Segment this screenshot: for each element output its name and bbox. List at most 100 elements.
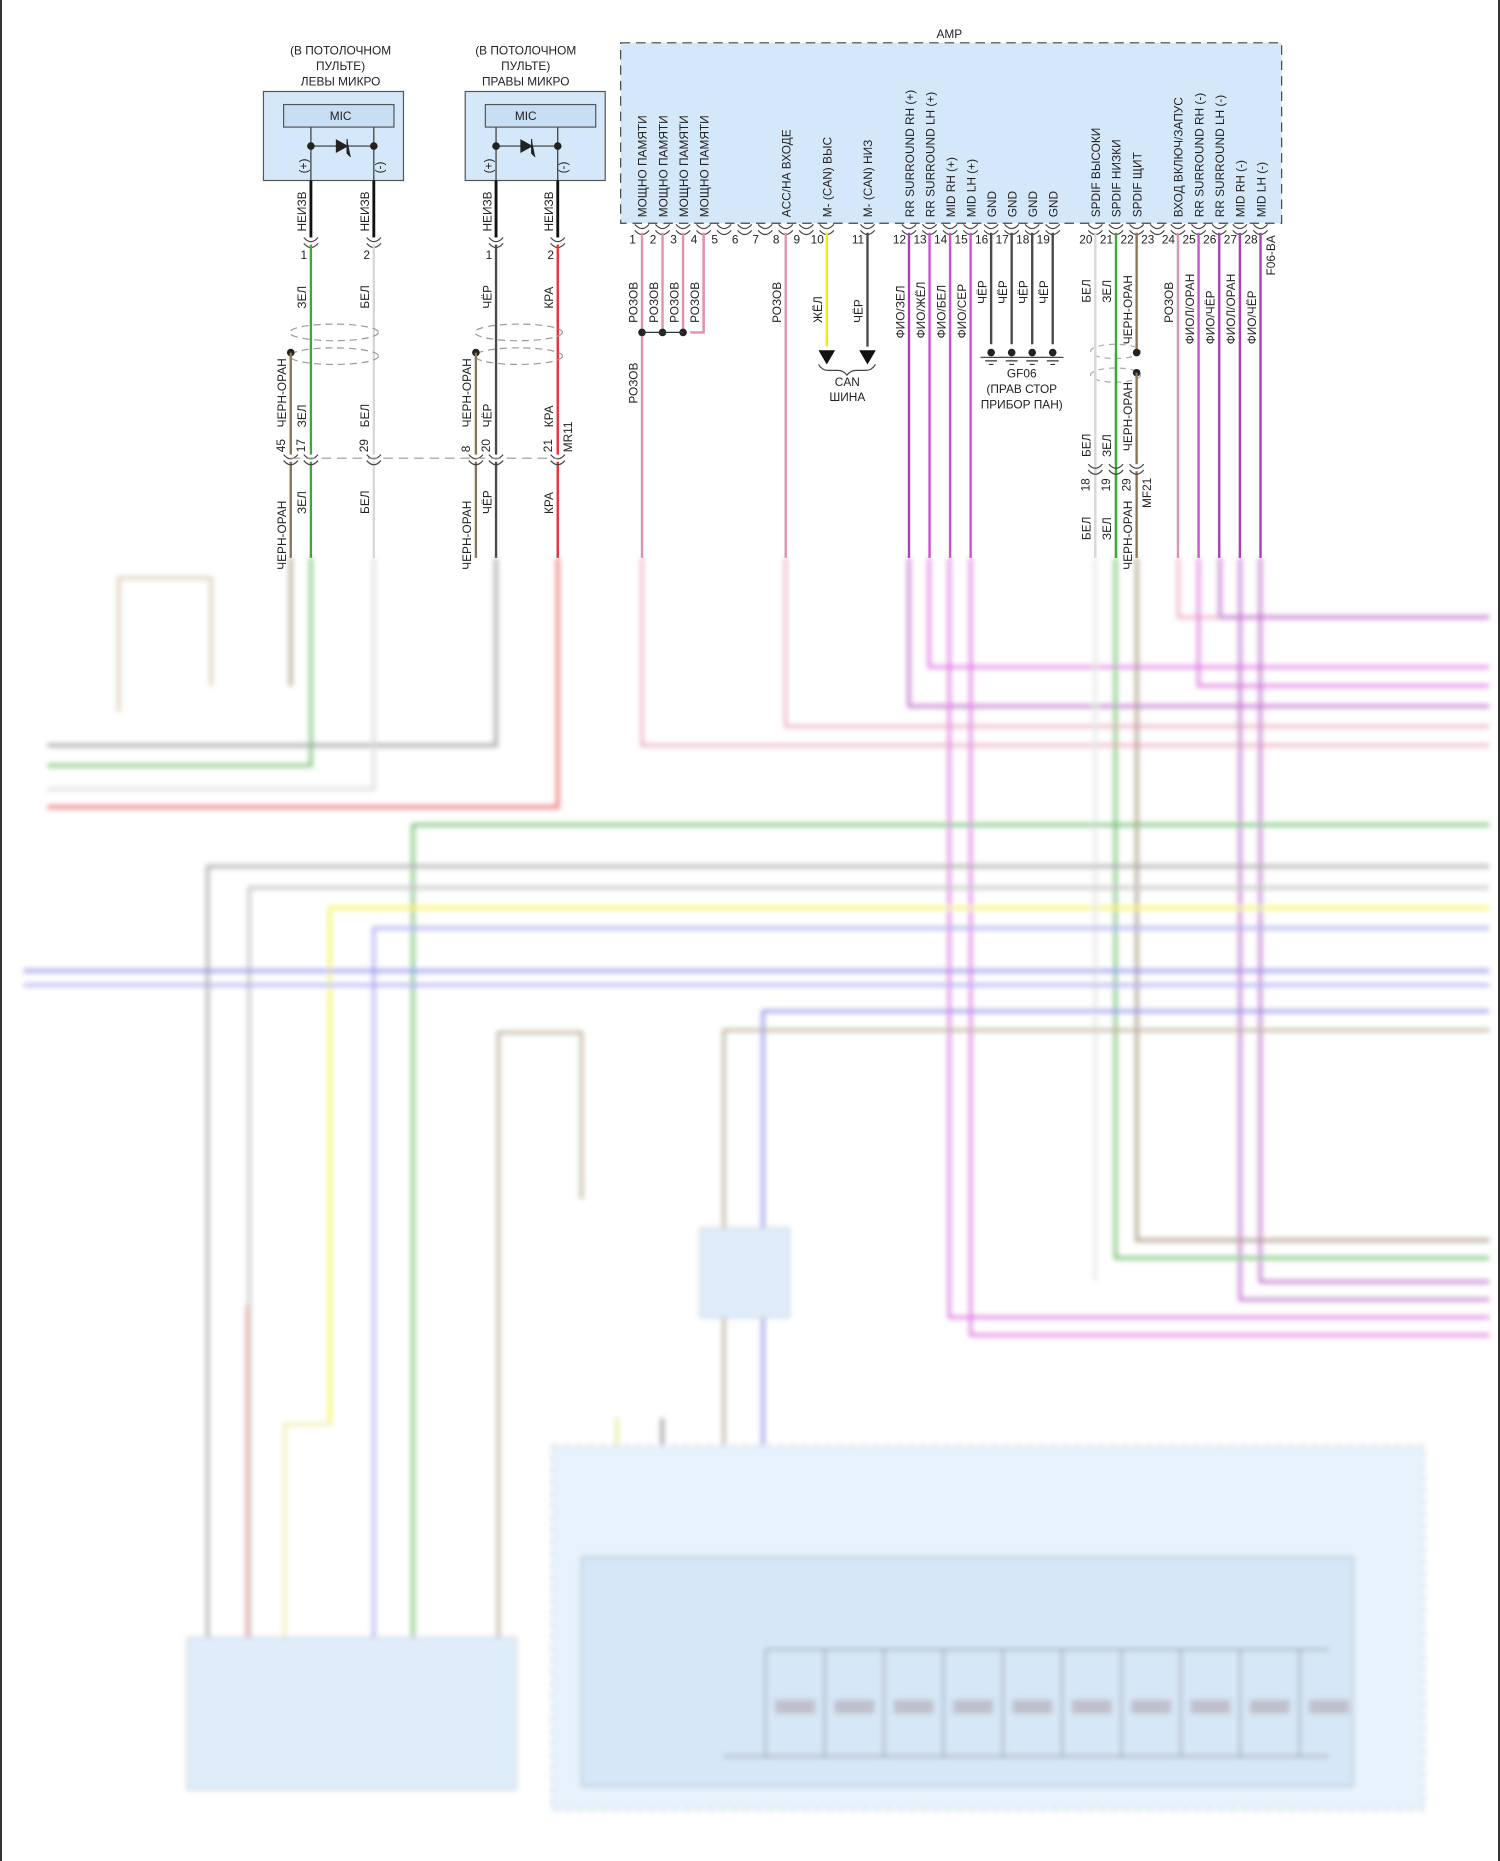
ground-label: (ПРАВ СТОР (986, 382, 1057, 396)
blurred-wire (1176, 557, 1490, 619)
amp-pin-number: 6 (732, 232, 739, 246)
wire-color-label: ЧЁР (1037, 280, 1051, 304)
wire-color-label: РОЗОВ (626, 282, 640, 323)
wire-color-label: ФИО/ЗЕЛ (893, 285, 907, 338)
mic-title: ПРАВЫ МИКРО (482, 75, 569, 89)
amp-pin-number: 20 (1079, 232, 1093, 246)
pin-number: 18 (1078, 478, 1092, 492)
ground-label: GF06 (1007, 366, 1037, 380)
wire-color-label: ФИОЛ/ОРАН (1224, 274, 1238, 345)
blurred-wire (496, 1031, 583, 1757)
amp-pin-number: 1 (629, 232, 636, 246)
amp-pin-number: 21 (1100, 232, 1114, 246)
wire-color-label: ФИОЛ/ОРАН (1183, 274, 1197, 345)
wire-color-label: ЧЕРН-ОРАН (275, 358, 289, 427)
wire-color-label: ЧЁР (480, 404, 494, 428)
amp-pin-number: 9 (793, 232, 800, 246)
wire-color-label: КРА (542, 287, 556, 309)
amp-pin-terminal-icon (1149, 224, 1165, 236)
amp-wire-rose (690, 232, 705, 334)
blurred-wire (1197, 557, 1490, 688)
blurred-switch (1012, 1699, 1053, 1714)
ground-splice-dot (1048, 348, 1057, 357)
blurred-wire (47, 557, 376, 791)
wire-color-label: ЧЕРН-ОРАН (1121, 275, 1135, 344)
amp-pin-number: 15 (955, 232, 969, 246)
amp-pin-number: 14 (934, 232, 948, 246)
amp-pin-function: SPDIF ВЫСОКИ (1089, 128, 1103, 218)
pin-number: 1 (486, 248, 493, 262)
wire-color-label: ЧЁР (480, 490, 494, 514)
amp-pin-function: M- (CAN) НИЗ (861, 140, 875, 218)
wire-color-label: КРА (542, 405, 556, 427)
pin-number: 29 (1120, 478, 1134, 492)
shield-icon (288, 347, 380, 366)
blurred-switch (1130, 1699, 1172, 1714)
connector-terminal-icon (1087, 463, 1103, 475)
wire-color-label: ЧЕРН-ОРАН (1121, 382, 1135, 451)
wire-color-label: РОЗОВ (667, 282, 681, 323)
blurred-wire (784, 557, 1490, 728)
blurred-wire (247, 886, 1490, 1757)
blurred-switch (1190, 1699, 1231, 1714)
amp-pin-number: 12 (893, 232, 906, 246)
amp-pin-function: МОЩНО ПАМЯТИ (636, 115, 650, 217)
blurred-switch (774, 1699, 816, 1714)
minus-terminal-label: (-) (372, 161, 386, 173)
mic-title: ЛЕВЫ МИКРО (301, 75, 381, 89)
blurred-switch (1249, 1699, 1290, 1714)
pin-number: 20 (479, 439, 493, 453)
amp-pin-function: RR SURROUND LH (-) (1213, 95, 1227, 218)
amp-pin-function: ACC/НА ВХОДЕ (779, 129, 793, 217)
amp-pin-terminal-icon (737, 224, 753, 236)
amp-pin-number: 11 (852, 232, 865, 246)
wire-color-label: ФИО/ЖЁЛ (914, 282, 928, 339)
wire-color-label: ЧЁР (975, 280, 989, 304)
blurred-switch (834, 1699, 875, 1714)
pin-number: 1 (300, 248, 307, 262)
blurred-switch (1071, 1699, 1112, 1714)
wire-color-label: ЧЁР (480, 285, 494, 309)
mic-element (283, 103, 395, 128)
amp-pin-number: 26 (1203, 232, 1217, 246)
splice-dot (492, 142, 500, 150)
amp-pin-number: 23 (1141, 232, 1155, 246)
amp-pin-number: 25 (1182, 232, 1196, 246)
blurred-module-box (580, 1556, 1354, 1787)
wire-terminal-label: НЕИЗВ (295, 191, 309, 231)
wire-color-label: ЧЕРН-ОРАН (1121, 501, 1135, 570)
shield-icon (474, 323, 564, 342)
amp-pin-terminal-icon (798, 224, 814, 236)
blurred-wire (1135, 557, 1490, 1242)
wire-color-label: РОЗОВ (647, 282, 661, 323)
amp-pin-function: GND (1046, 191, 1060, 217)
wire-color-label: ЗЕЛ (1100, 434, 1114, 457)
amp-pin-function: RR SURROUND RH (+) (903, 90, 917, 218)
amp-pin-function: ВХОД ВКЛЮЧ/ЗАПУС (1172, 97, 1186, 218)
amp-pin-function: MID RH (+) (944, 157, 958, 217)
shield-icon (288, 323, 380, 342)
wire-color-label: ФИО/ЧЁР (1203, 290, 1217, 344)
wire-color-label: БЕЛ (358, 404, 372, 427)
blurred-wire (947, 557, 1490, 1319)
mic-element (484, 103, 597, 128)
amp-pin-number: 16 (975, 232, 989, 246)
amp-pin-function: GND (1026, 191, 1040, 217)
shield-icon (474, 347, 564, 366)
amp-connector-id: F06-BA (1264, 235, 1278, 275)
plus-terminal-label: (+) (296, 159, 310, 174)
blurred-switch (952, 1699, 994, 1714)
blurred-wire (907, 557, 1490, 708)
amp-pin-function: MID LH (+) (964, 159, 978, 217)
amp-box (620, 42, 1283, 224)
can-bus-label: ШИНА (829, 390, 865, 404)
amp-pin-number: 2 (650, 232, 657, 246)
splice-dot (1132, 348, 1141, 357)
wire-color-label: ЧЕРН-ОРАН (460, 501, 474, 570)
ground-icon (980, 356, 1002, 366)
left-frame-border (0, 0, 2, 1861)
amp-pin-number: 3 (670, 232, 677, 246)
amp-pin-number: 22 (1121, 232, 1134, 246)
